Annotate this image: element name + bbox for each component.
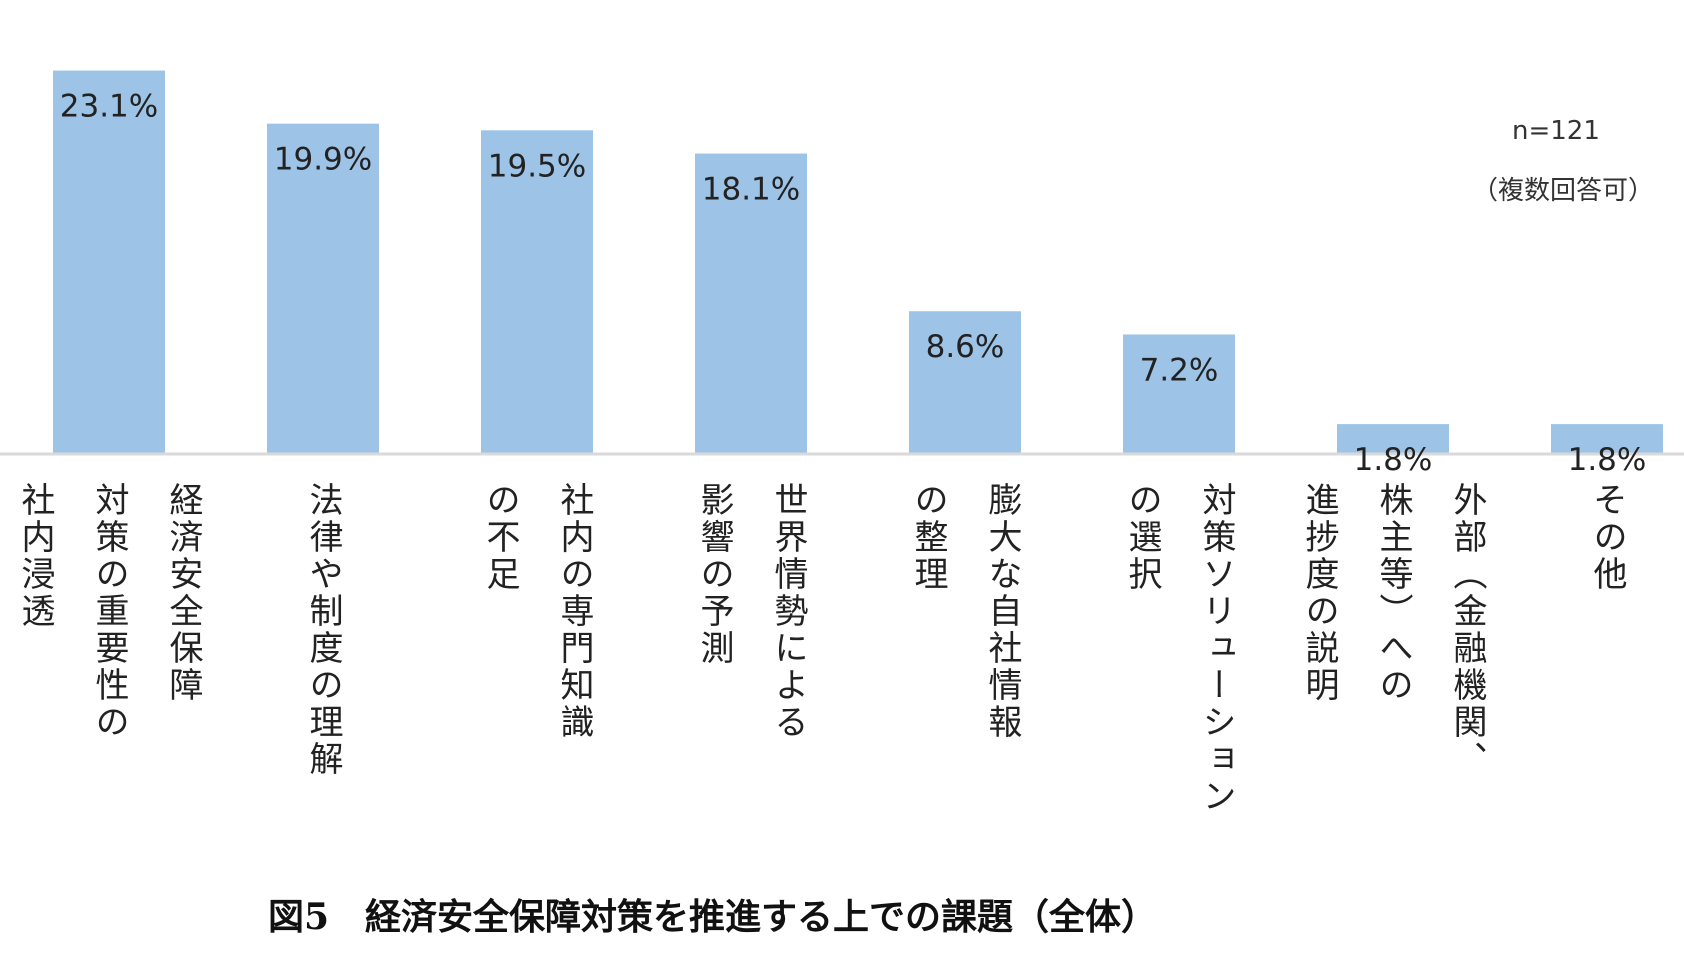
value-label-7: 1.8% (1354, 442, 1433, 478)
figure-caption: 図5 経済安全保障対策を推進する上での課題（全体） (268, 896, 1158, 938)
sample-size-note: n=121 (1512, 116, 1600, 146)
bar-6 (1123, 334, 1235, 454)
category-label-7: 外部（金融機関、 株主等）への 進捗度の説明 (1299, 482, 1487, 778)
bars-group (53, 70, 1663, 455)
value-label-1: 23.1% (60, 89, 158, 125)
value-label-6: 7.2% (1140, 352, 1219, 388)
category-label-3: 社内の専門知識 の不足 (480, 482, 594, 741)
category-label-6: 対策ソリューション の選択 (1122, 482, 1236, 815)
value-label-4: 18.1% (702, 172, 800, 208)
value-label-8: 1.8% (1568, 442, 1647, 478)
category-label-1: 経済安全保障 対策の重要性の 社内浸透 (15, 482, 203, 741)
category-label-4: 世界情勢による 影響の予測 (694, 482, 808, 741)
bar-7 (1337, 424, 1449, 454)
category-label-5: 膨大な自社情報 の整理 (908, 482, 1022, 741)
value-label-5: 8.6% (926, 329, 1005, 365)
bar-4 (695, 153, 807, 455)
value-labels-group: 23.1% 19.9% 19.5% 18.1% 8.6% 7.2% 1.8% 1.8% (60, 89, 1647, 479)
category-label-8: その他 (1587, 482, 1627, 593)
value-label-3: 19.5% (488, 148, 586, 184)
bar-3 (481, 130, 593, 455)
value-label-2: 19.9% (274, 142, 372, 178)
bar-5 (909, 311, 1021, 454)
category-label-2: 法律や制度の理解 (303, 482, 343, 778)
bar-2 (267, 123, 379, 454)
bar-1 (53, 70, 165, 454)
multiple-answer-note: （複数回答可） (1472, 176, 1655, 206)
bar-8 (1551, 424, 1663, 454)
